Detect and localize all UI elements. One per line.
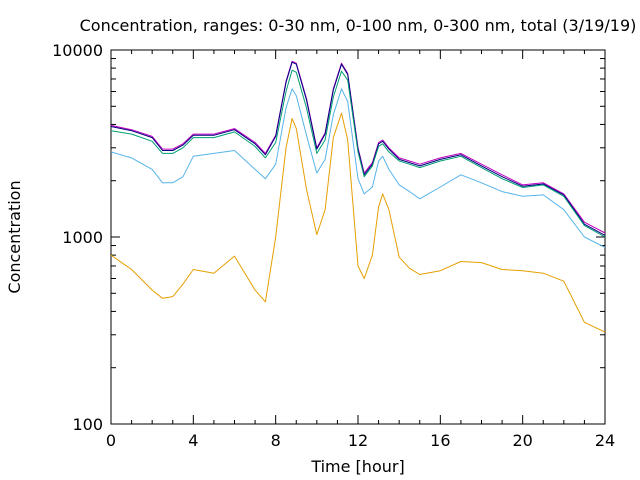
series-lines	[110, 60, 606, 333]
series-line-3	[110, 69, 606, 238]
x-tick-label: 12	[348, 431, 368, 450]
series-line-1	[110, 60, 606, 234]
y-tick-label: 100	[72, 415, 103, 434]
axis-tick-labels: 0 4 8 12 16 20 24 100 1000 10000	[52, 41, 615, 450]
x-tick-label: 8	[271, 431, 281, 450]
series-line-4	[110, 88, 606, 248]
series-line-5	[110, 112, 606, 333]
y-tick-label: 1000	[62, 228, 103, 247]
y-tick-label: 10000	[52, 41, 103, 60]
x-tick-label: 0	[106, 431, 116, 450]
axis-ticks	[110, 49, 606, 425]
x-tick-label: 20	[512, 431, 532, 450]
y-axis-label: Concentration	[5, 180, 24, 293]
series-line-2	[110, 61, 606, 236]
chart-title: Concentration, ranges: 0-30 nm, 0-100 nm…	[80, 16, 637, 35]
x-tick-label: 4	[188, 431, 198, 450]
x-axis-label: Time [hour]	[310, 457, 404, 476]
x-tick-label: 16	[430, 431, 450, 450]
x-tick-label: 24	[595, 431, 615, 450]
plot-area	[110, 49, 606, 425]
